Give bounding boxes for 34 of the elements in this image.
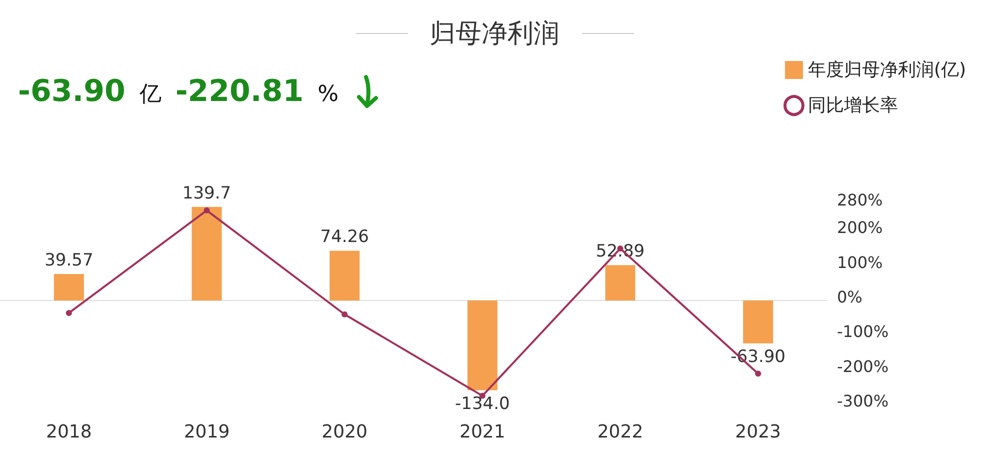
chart-title: 归母净利润 [430,18,560,51]
text: -63.90 [18,74,126,109]
y2-tick-label: 0% [837,288,862,307]
point [342,311,348,318]
y2-tick-label: -100% [837,322,889,342]
data-label: 39.57 [44,250,94,270]
text: 亿 [139,81,162,109]
bar [605,265,636,300]
bar [192,206,222,300]
x-tick-label: 2019 [184,422,230,442]
x-tick-label: 2022 [597,422,644,442]
legend-label: 年度归母净利润(亿) [808,60,966,80]
data-label: -134.0 [455,394,510,414]
point [755,370,762,377]
x-tick-label: 2023 [735,422,781,442]
point [66,310,72,316]
text: % [318,82,338,107]
bar [743,300,774,344]
bar [54,274,84,300]
y2-tick-label: 280% [837,190,883,210]
y2-tick-label: -200% [837,356,889,376]
point [204,207,210,214]
bar [330,250,360,300]
text: -220.81 [175,74,304,109]
data-label: 139.7 [182,183,232,204]
legend-label: 同比增长率 [808,95,898,116]
x-tick-label: 2021 [460,422,506,442]
bar [467,300,498,390]
y2-tick-label: -300% [837,392,889,410]
y2-tick-label: 100% [837,252,883,272]
x-tick-label: 2020 [322,422,368,442]
y2-tick-label: 200% [837,218,883,238]
data-label: 74.26 [320,227,369,248]
x-tick-label: 2018 [46,422,92,442]
